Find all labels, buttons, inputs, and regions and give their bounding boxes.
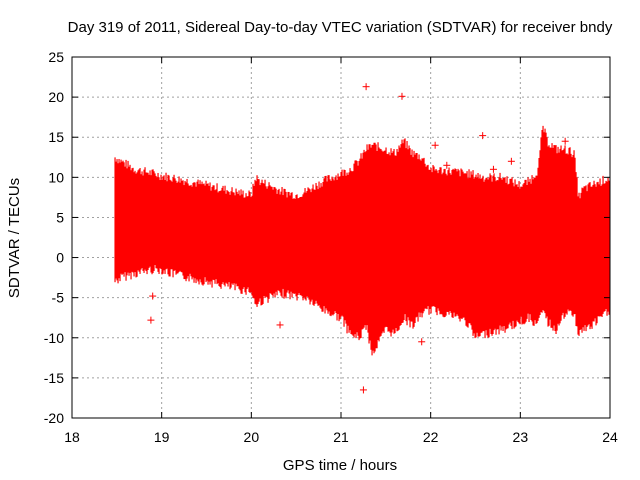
- y-tick-label: 10: [48, 169, 64, 185]
- outlier-point: [489, 165, 497, 173]
- y-tick-label: 5: [56, 209, 64, 225]
- y-tick-label: 15: [48, 129, 64, 145]
- outlier-point: [479, 132, 487, 140]
- x-tick-label: 22: [423, 429, 439, 445]
- y-tick-label: -5: [52, 290, 65, 306]
- axis-ticks: 18 19 20 21 22 23 24 -20 -15 -10 -5 0 5 10 15 20 25: [44, 49, 618, 445]
- y-tick-label: -10: [44, 330, 64, 346]
- x-tick-label: 23: [513, 429, 529, 445]
- plot-area: [114, 83, 610, 394]
- outlier-point: [418, 338, 426, 346]
- outlier-point: [443, 161, 451, 169]
- x-tick-label: 18: [64, 429, 80, 445]
- y-tick-label: 0: [56, 250, 64, 266]
- chart-title: Day 319 of 2011, Sidereal Day-to-day VTE…: [68, 19, 613, 36]
- x-tick-label: 24: [602, 429, 618, 445]
- y-tick-label: 25: [48, 49, 64, 65]
- outlier-point: [276, 321, 284, 329]
- outlier-point: [507, 157, 515, 165]
- outlier-point: [561, 137, 569, 145]
- outlier-point: [149, 292, 157, 300]
- x-tick-label: 19: [154, 429, 170, 445]
- y-tick-label: 20: [48, 89, 64, 105]
- outlier-point: [398, 92, 406, 100]
- x-tick-label: 21: [333, 429, 349, 445]
- y-axis-label: SDTVAR / TECUs: [6, 178, 23, 298]
- outlier-point: [431, 141, 439, 149]
- outlier-point: [147, 316, 155, 324]
- y-tick-label: -20: [44, 410, 64, 426]
- y-tick-label: -15: [44, 370, 64, 386]
- outlier-point: [362, 83, 370, 91]
- x-axis-label: GPS time / hours: [283, 457, 397, 474]
- outlier-point: [359, 386, 367, 394]
- x-tick-label: 20: [244, 429, 260, 445]
